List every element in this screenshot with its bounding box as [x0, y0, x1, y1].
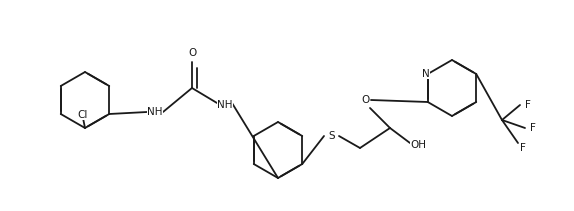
- Text: Cl: Cl: [78, 110, 88, 120]
- Text: F: F: [525, 100, 531, 110]
- Text: F: F: [530, 123, 536, 133]
- Text: S: S: [329, 131, 335, 141]
- Text: NH: NH: [217, 100, 232, 110]
- Text: NH: NH: [148, 107, 163, 117]
- Text: O: O: [188, 48, 196, 58]
- Text: O: O: [361, 95, 369, 105]
- Text: OH: OH: [410, 140, 426, 150]
- Text: N: N: [422, 69, 429, 79]
- Text: F: F: [520, 143, 526, 153]
